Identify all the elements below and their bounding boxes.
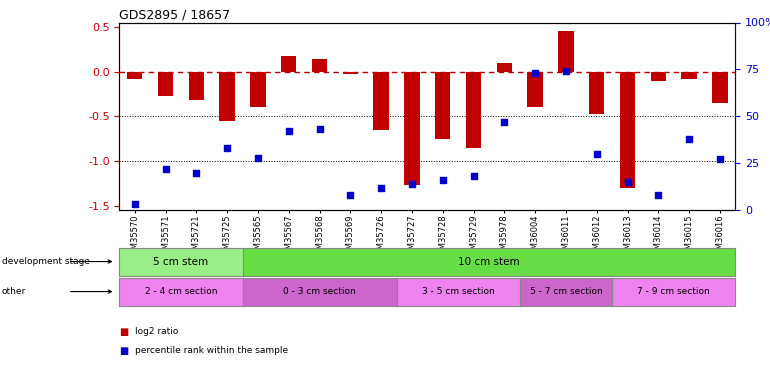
Text: 5 cm stem: 5 cm stem	[153, 256, 209, 267]
Bar	[404, 72, 420, 185]
Text: percentile rank within the sample: percentile rank within the sample	[135, 346, 288, 355]
Point	[714, 156, 726, 162]
Bar	[158, 72, 173, 96]
Point	[560, 68, 572, 74]
Bar	[281, 56, 296, 72]
Text: log2 ratio: log2 ratio	[135, 327, 178, 336]
Bar	[219, 72, 235, 121]
Text: 10 cm stem: 10 cm stem	[458, 256, 520, 267]
Point	[437, 177, 449, 183]
Point	[313, 126, 326, 132]
Bar	[497, 63, 512, 72]
Text: 3 - 5 cm section: 3 - 5 cm section	[422, 287, 494, 296]
Point	[129, 201, 141, 207]
Bar	[373, 72, 389, 130]
Bar	[343, 72, 358, 74]
Point	[375, 184, 387, 190]
Point	[683, 136, 695, 142]
Text: 0 - 3 cm section: 0 - 3 cm section	[283, 287, 356, 296]
Bar	[681, 72, 697, 79]
Text: 2 - 4 cm section: 2 - 4 cm section	[145, 287, 217, 296]
Text: 5 - 7 cm section: 5 - 7 cm section	[530, 287, 602, 296]
Bar	[589, 72, 604, 114]
Point	[591, 151, 603, 157]
Point	[529, 70, 541, 76]
Point	[221, 145, 233, 151]
Point	[621, 179, 634, 185]
Text: GDS2895 / 18657: GDS2895 / 18657	[119, 8, 230, 21]
Text: other: other	[2, 287, 25, 296]
Point	[283, 128, 295, 134]
Text: development stage: development stage	[2, 257, 89, 266]
Point	[467, 173, 480, 179]
Bar	[712, 72, 728, 103]
Point	[498, 119, 511, 125]
Bar	[435, 72, 450, 139]
Point	[159, 166, 172, 172]
Point	[652, 192, 665, 198]
Text: 7 - 9 cm section: 7 - 9 cm section	[638, 287, 710, 296]
Bar	[558, 30, 574, 72]
Point	[406, 181, 418, 187]
Text: ■: ■	[119, 327, 129, 337]
Bar	[620, 72, 635, 188]
Bar	[312, 59, 327, 72]
Bar	[127, 72, 142, 79]
Point	[344, 192, 357, 198]
Bar	[250, 72, 266, 107]
Bar	[189, 72, 204, 100]
Text: ■: ■	[119, 346, 129, 355]
Bar	[651, 72, 666, 81]
Point	[252, 154, 264, 160]
Bar	[527, 72, 543, 107]
Point	[190, 170, 203, 176]
Bar	[466, 72, 481, 147]
